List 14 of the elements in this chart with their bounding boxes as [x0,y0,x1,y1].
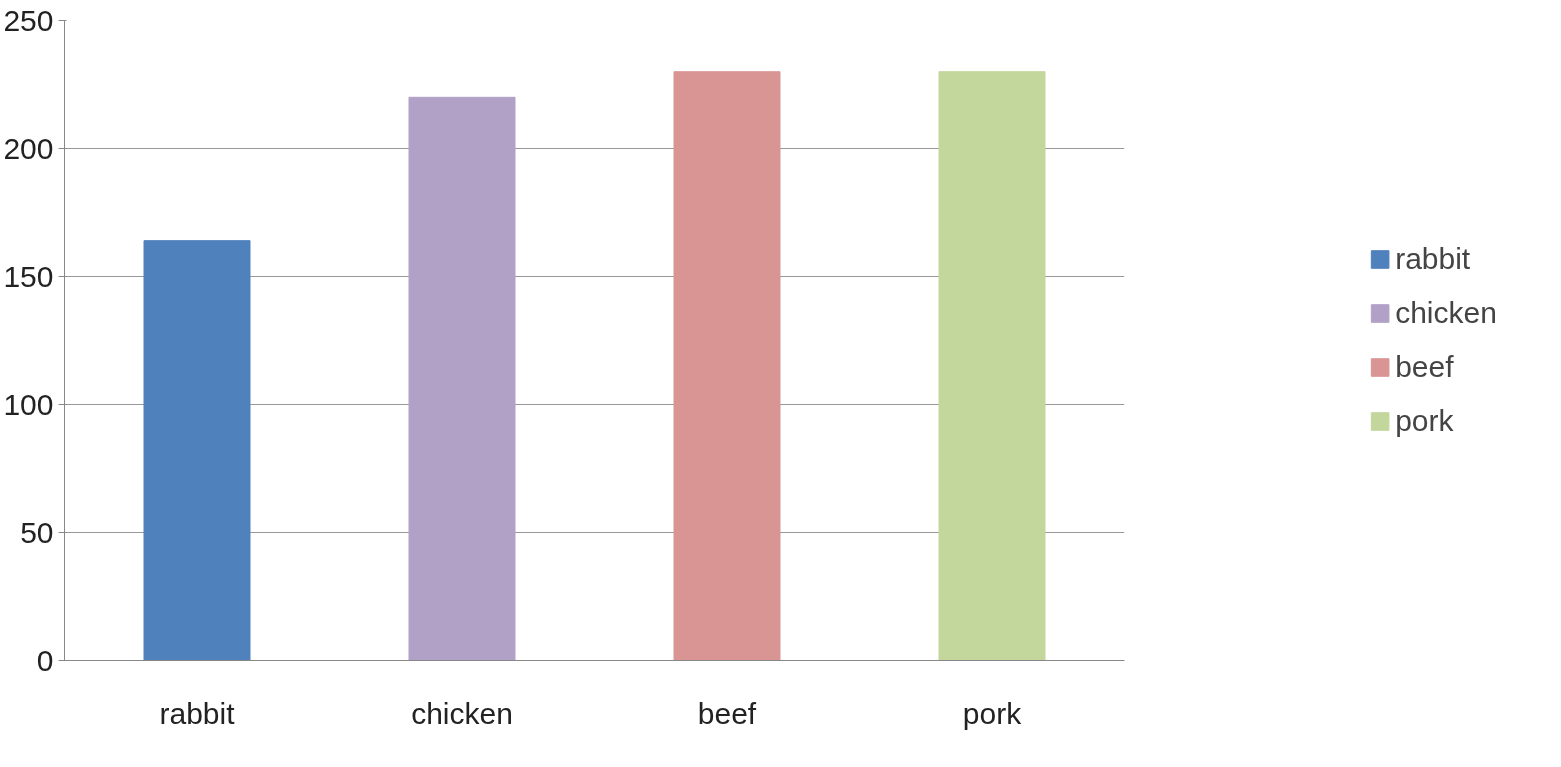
y-tick-label: 200 [3,131,54,165]
y-tick-label: 250 [3,3,54,37]
x-tick-label: pork [962,696,1023,730]
y-tick-label: 0 [36,643,54,677]
x-tick-label: chicken [411,696,513,730]
y-tick-label: 50 [20,515,54,549]
y-tick-label: 150 [3,259,54,293]
y-tick-label: 100 [3,387,54,421]
legend-label: pork [1395,404,1454,438]
x-tick-label: rabbit [159,696,236,730]
legend-label: chicken [1395,296,1497,330]
legend-label: rabbit [1395,242,1471,276]
legend-label: beef [1395,350,1454,384]
x-tick-label: beef [697,696,757,730]
